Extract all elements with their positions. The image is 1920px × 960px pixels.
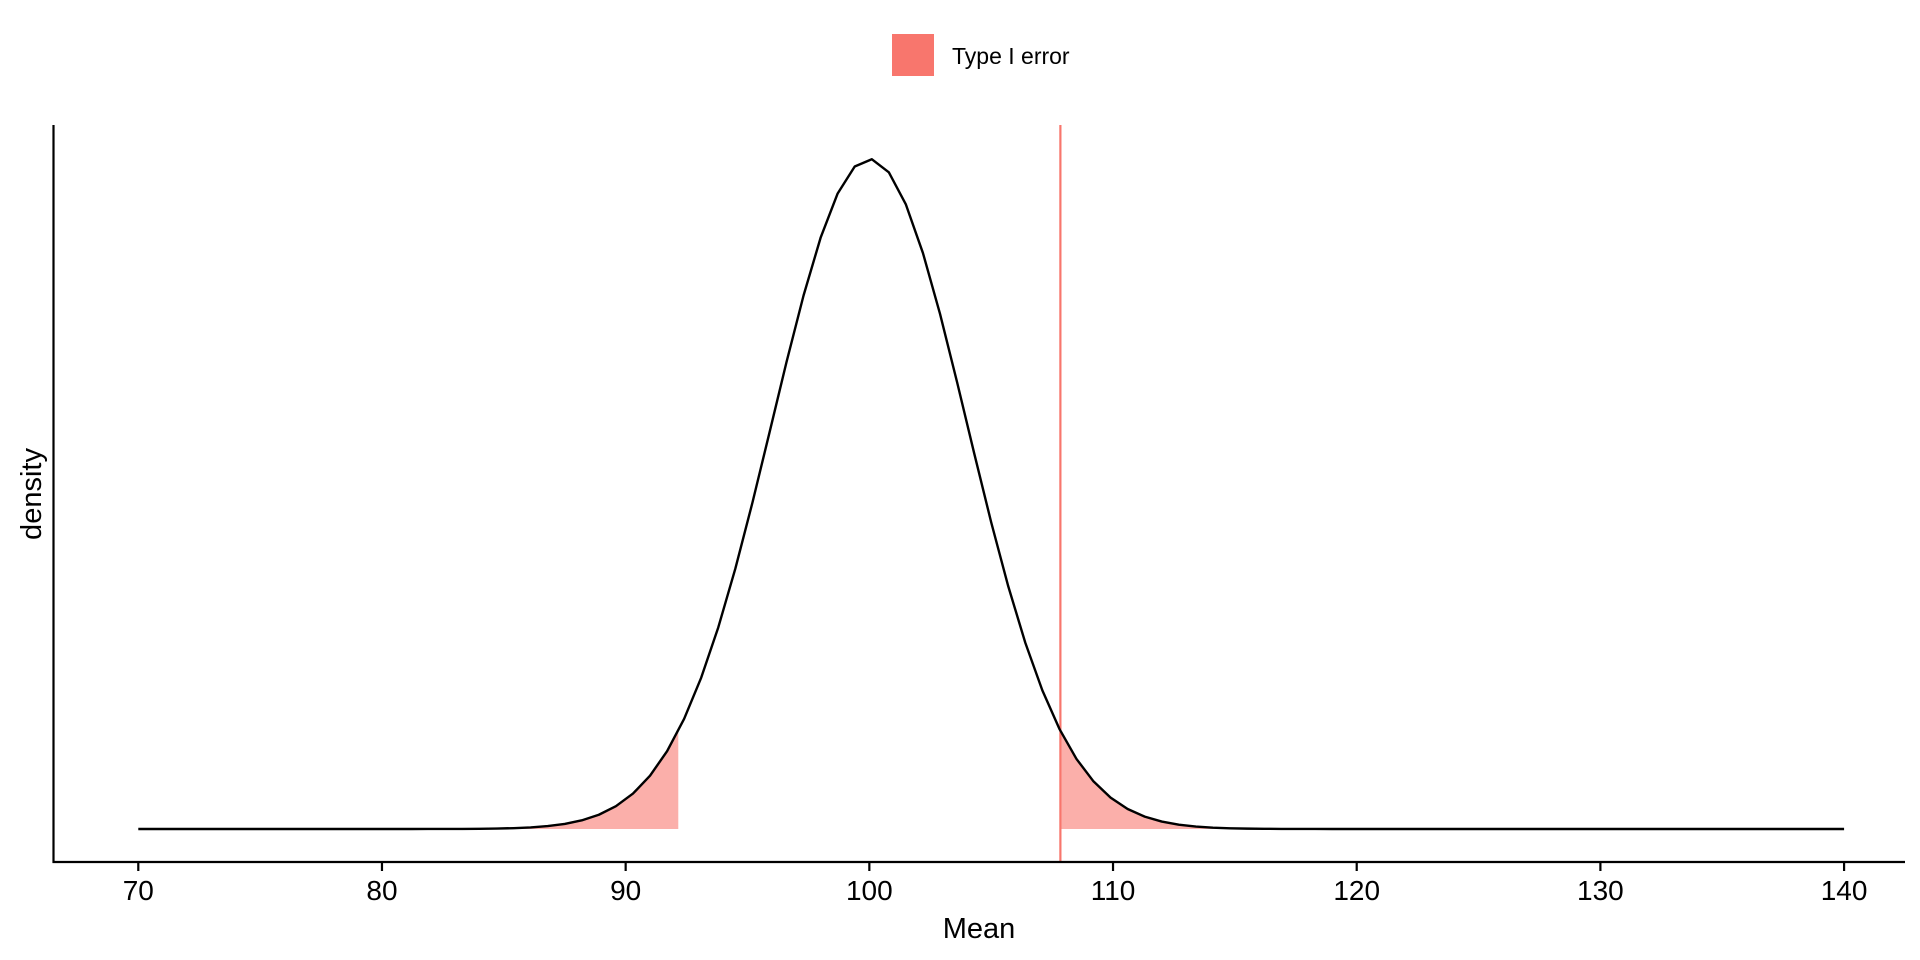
shaded-regions bbox=[138, 730, 1845, 829]
x-tick-label: 120 bbox=[1333, 875, 1380, 906]
x-axis-title: Mean bbox=[943, 913, 1016, 945]
type-i-error-region-left bbox=[138, 730, 679, 829]
x-tick-label: 140 bbox=[1821, 875, 1868, 906]
x-axis-ticks: 70 80 90 100 110 120 130 140 bbox=[123, 862, 1868, 906]
x-tick-label: 80 bbox=[366, 875, 397, 906]
legend-key-type-i-error bbox=[892, 34, 934, 76]
legend-label-type-i-error: Type I error bbox=[952, 43, 1070, 69]
density-curves bbox=[138, 158, 1845, 831]
x-tick-label: 110 bbox=[1091, 875, 1136, 906]
x-tick-label: 70 bbox=[123, 875, 154, 906]
density-curve bbox=[138, 158, 1845, 831]
axes bbox=[52, 125, 1905, 864]
type-i-error-region-right bbox=[1060, 730, 1845, 829]
x-tick-label: 130 bbox=[1577, 875, 1624, 906]
x-tick-label: 90 bbox=[610, 875, 641, 906]
x-tick-label: 100 bbox=[846, 875, 893, 906]
legend: Type I error bbox=[892, 34, 1070, 76]
y-axis-title: density bbox=[16, 448, 48, 540]
